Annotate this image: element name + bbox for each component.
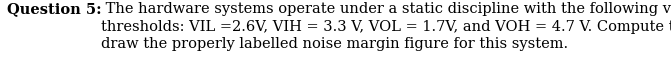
Text: Question 5:: Question 5:: [7, 2, 101, 16]
Text: The hardware systems operate under a static discipline with the following voltag: The hardware systems operate under a sta…: [101, 2, 671, 51]
